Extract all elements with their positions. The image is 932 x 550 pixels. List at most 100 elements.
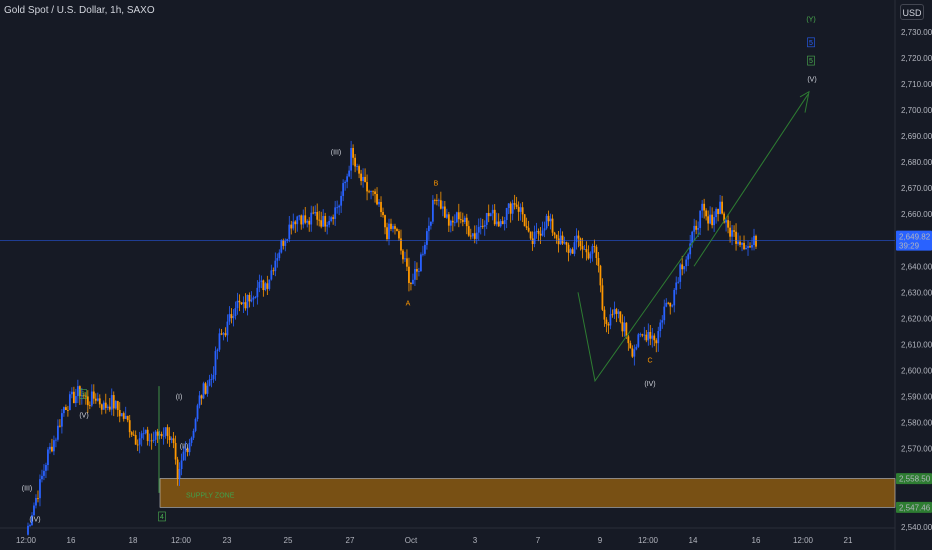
candle-body bbox=[61, 413, 63, 427]
candle-body bbox=[296, 216, 299, 225]
candle-body bbox=[180, 460, 183, 470]
currency-selector[interactable]: USD bbox=[900, 4, 924, 20]
candle-body bbox=[661, 320, 664, 323]
candle-body bbox=[565, 242, 568, 245]
projection-arrow-head bbox=[799, 90, 810, 113]
candle-body bbox=[122, 413, 125, 419]
candle-body bbox=[262, 280, 265, 291]
candle-body bbox=[82, 395, 85, 396]
candle-body bbox=[270, 270, 273, 280]
candle-body bbox=[663, 306, 666, 321]
y-tick-label: 2,640.00 bbox=[901, 262, 932, 271]
candle-body bbox=[96, 398, 99, 401]
candle-body bbox=[102, 402, 105, 410]
x-tick-label: 9 bbox=[598, 536, 603, 545]
candle-body bbox=[625, 322, 628, 337]
candle-body bbox=[282, 240, 285, 246]
candle-body bbox=[575, 235, 578, 243]
candle-body bbox=[332, 217, 335, 219]
candle-body bbox=[729, 227, 731, 237]
candle-body bbox=[499, 221, 502, 227]
x-tick-label: 12:00 bbox=[171, 536, 192, 545]
candle-body bbox=[701, 203, 704, 211]
candle-body bbox=[621, 321, 624, 332]
candle-body bbox=[627, 336, 630, 344]
candle-body bbox=[567, 244, 570, 253]
candle-body bbox=[158, 433, 161, 436]
candle-body bbox=[360, 173, 362, 181]
candle-body bbox=[597, 258, 600, 266]
candle-body bbox=[45, 465, 47, 471]
candle-body bbox=[751, 244, 753, 248]
candle-body bbox=[507, 203, 510, 208]
zone-top-tag-bg bbox=[896, 473, 932, 485]
wave-label: (IV) bbox=[29, 517, 40, 524]
candle-body bbox=[156, 431, 159, 436]
candle-body bbox=[675, 282, 678, 290]
candle-body bbox=[649, 331, 652, 339]
candle-body bbox=[66, 410, 69, 411]
candle-body bbox=[691, 231, 694, 244]
candle-body bbox=[226, 321, 229, 336]
candle-body bbox=[204, 383, 207, 394]
candle-body bbox=[665, 302, 668, 307]
candle-body bbox=[134, 435, 137, 445]
candle-body bbox=[376, 194, 378, 205]
candle-body bbox=[286, 238, 289, 241]
candle-body bbox=[94, 398, 97, 401]
candle-body bbox=[727, 220, 729, 228]
candle-body bbox=[150, 440, 153, 442]
y-tick-label: 2,590.00 bbox=[901, 393, 932, 402]
chart-title: Gold Spot / U.S. Dollar, 1h, SAXO bbox=[4, 5, 155, 16]
wave-label-box bbox=[79, 389, 87, 399]
candle-body bbox=[350, 148, 353, 171]
candle-body bbox=[106, 406, 109, 408]
candle-body bbox=[218, 333, 221, 350]
candle-body bbox=[747, 246, 749, 248]
wave-label-box bbox=[807, 37, 815, 48]
candle-body bbox=[485, 212, 488, 225]
candle-body bbox=[581, 246, 584, 250]
candle-body bbox=[697, 228, 700, 230]
candle-body bbox=[591, 246, 594, 254]
wave-label-box bbox=[807, 55, 815, 66]
candle-body bbox=[328, 221, 331, 225]
candle-body bbox=[645, 334, 648, 341]
candle-body bbox=[378, 201, 380, 205]
candle-body bbox=[190, 437, 193, 443]
candle-body bbox=[677, 281, 680, 283]
candle-body bbox=[31, 515, 33, 525]
candle-body bbox=[431, 200, 434, 222]
candle-body bbox=[573, 242, 576, 254]
candle-body bbox=[513, 203, 516, 205]
candle-body bbox=[234, 308, 237, 317]
candle-body bbox=[92, 391, 95, 399]
candle-body bbox=[198, 395, 201, 406]
candle-body bbox=[78, 386, 81, 397]
candle-body bbox=[641, 334, 644, 336]
candle-body bbox=[120, 413, 123, 417]
candle-body bbox=[457, 212, 460, 220]
candle-body bbox=[743, 242, 745, 250]
candle-body bbox=[605, 319, 608, 324]
candle-body bbox=[719, 201, 721, 215]
candle-body bbox=[398, 231, 400, 239]
candle-body bbox=[394, 226, 396, 229]
x-tick-label: 21 bbox=[844, 536, 853, 545]
candle-body bbox=[208, 379, 211, 386]
y-tick-label: 2,690.00 bbox=[901, 132, 932, 141]
candle-body bbox=[252, 297, 255, 300]
candle-body bbox=[272, 270, 275, 272]
candle-body bbox=[465, 217, 468, 227]
wave-label: (III) bbox=[22, 485, 33, 492]
candle-body bbox=[338, 205, 341, 208]
candle-body bbox=[98, 398, 101, 405]
candle-body bbox=[451, 220, 454, 223]
candle-body bbox=[523, 214, 526, 227]
y-tick-label: 2,670.00 bbox=[901, 184, 932, 193]
candle-body bbox=[551, 218, 554, 233]
x-tick-label: 25 bbox=[284, 536, 293, 545]
candle-body bbox=[535, 230, 538, 232]
candle-body bbox=[144, 429, 147, 434]
